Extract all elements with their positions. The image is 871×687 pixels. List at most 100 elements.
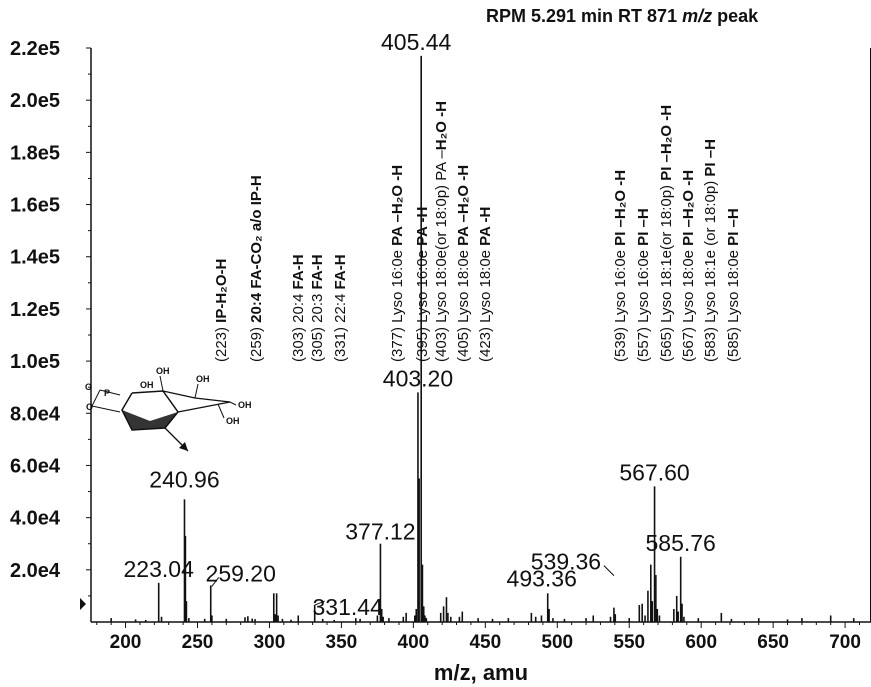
hydroxyl-bond — [159, 375, 164, 392]
peak-labels: 223.04 240.96 259.20 331.44 377.12 403.20 405.… — [124, 29, 716, 620]
y-tick-labels: 2.0e4 4.0e4 6.0e4 8.0e4 1.0e5 1.2e5 1.4e5 1.6e5… — [10, 38, 61, 582]
structure-atom-label: OH — [226, 416, 240, 426]
peak-annotation: (223) IP-H₂O-H — [213, 259, 230, 362]
structure-atom-label: OH — [156, 366, 170, 376]
x-tick-label: 650 — [757, 632, 789, 653]
annotation-species: PI –H — [635, 208, 652, 246]
peak-annotation: (565) Lyso 18:1e(or 18:0p) PI –H₂O -H — [658, 105, 675, 362]
chart-title-suffix: peak — [712, 6, 759, 26]
peak-annotation: (423) Lyso 18:0e PA -H — [477, 207, 494, 362]
ring-bond — [177, 401, 231, 413]
annotation-mass: (403) Lyso 18:0e(or 18:0p) PA – — [433, 150, 450, 362]
peak-label: 223.04 — [124, 556, 195, 582]
x-tick-label: 400 — [398, 632, 430, 653]
peak-label: 567.60 — [619, 459, 689, 485]
annotation-mass: (583) Lyso 18:1e (or 18:0p) — [702, 177, 719, 362]
peak-annotations: (223) IP-H₂O-H (259) 20:4 FA-CO₂ a/o IP-H… — [213, 101, 742, 362]
chart-title-unit: m/z — [682, 6, 713, 26]
annotation-mass: (565) Lyso 18:1e(or 18:0p) — [658, 181, 675, 362]
ring-bond — [194, 397, 231, 403]
x-tick-label: 500 — [541, 632, 573, 653]
peak-label: 585.76 — [646, 530, 716, 556]
annotation-mass: (395) Lyso 16:0e — [414, 246, 431, 362]
annotation-species: PA –H₂O -H — [389, 165, 406, 246]
y-tick-label: 2.2e5 — [10, 38, 60, 60]
annotation-species: FA-H — [309, 254, 326, 289]
annotation-mass: (567) Lyso 18:0e — [680, 246, 697, 362]
annotation-species: PA -H — [414, 207, 431, 246]
x-tick-label: 250 — [182, 632, 214, 653]
ring-bond — [162, 390, 196, 399]
annotation-mass: (305) 20:3 — [309, 289, 326, 362]
peak-annotation: (567) Lyso 18:0e PI –H₂O -H — [680, 170, 697, 362]
x-tick-label: 300 — [254, 632, 286, 653]
phosphate-bond — [91, 389, 101, 407]
x-tick-label: 550 — [613, 632, 645, 653]
annotation-species: 20:4 FA-CO₂ a/o IP-H — [248, 175, 265, 323]
y-tick-label: 6.0e4 — [10, 455, 61, 477]
x-axis-label: m/z, amu — [434, 660, 528, 685]
peak-annotation: (405) Lyso 18:0e PA –H₂O -H — [455, 165, 472, 362]
annotation-species: PA -H — [477, 207, 494, 246]
annotation-species: PI –H₂O -H — [658, 105, 675, 181]
x-tick-label: 450 — [469, 632, 501, 653]
fragment-arrow-head — [179, 442, 188, 451]
peak-annotation: (331) 22:4 FA-H — [332, 254, 349, 362]
annotation-species: PI –H₂O -H — [680, 170, 697, 246]
peak-annotation: (539) Lyso 16:0e PI –H₂O -H — [612, 170, 629, 362]
axes — [80, 47, 871, 628]
peak-annotation: (305) 20:3 FA-H — [309, 254, 326, 362]
spectrum-peaks — [110, 55, 855, 622]
annotation-mass: (405) Lyso 18:0e — [455, 246, 472, 362]
x-tick-labels: 200 250 300 350 400 450 500 550 600 650 700 — [110, 632, 861, 653]
annotation-species: IP-H₂O-H — [213, 259, 230, 323]
annotation-species: PI –H — [725, 208, 742, 246]
annotation-species: FA-H — [290, 254, 307, 289]
x-tick-label: 350 — [326, 632, 358, 653]
y-tick-label: 1.8e5 — [10, 142, 60, 164]
x-tick-label: 200 — [110, 632, 142, 653]
structure-atom-label: O — [86, 402, 93, 412]
peak-annotation: (557) Lyso 16:0e PI –H — [635, 208, 652, 362]
peak-label-leader — [314, 600, 325, 606]
peak-label: 493.36 — [507, 565, 577, 591]
ring-wedge — [122, 410, 178, 430]
y-tick-label: 1.0e5 — [10, 351, 60, 373]
annotation-species: PA –H₂O -H — [455, 165, 472, 246]
peak-label: 539.36 — [531, 549, 601, 575]
peak-label: 405.44 — [381, 29, 452, 55]
baseline-marker-icon — [80, 598, 86, 610]
hydroxyl-bond — [194, 383, 199, 399]
y-tick-label: 1.2e5 — [10, 299, 60, 321]
annotation-mass: (303) 20:4 — [290, 289, 307, 362]
y-tick-label: 1.4e5 — [10, 247, 60, 269]
y-tick-label: 2.0e5 — [10, 90, 60, 112]
peak-label: 259.20 — [206, 560, 276, 586]
peak-label: 240.96 — [149, 466, 219, 492]
annotation-mass: (259) — [248, 323, 265, 362]
y-tick-label: 8.0e4 — [10, 403, 61, 425]
structure-atom-label: OH — [140, 380, 154, 390]
annotation-mass: (539) Lyso 16:0e — [612, 246, 629, 362]
phosphate-bond — [91, 405, 121, 413]
annotation-mass: (331) 22:4 — [332, 289, 349, 362]
chart-title: RPM 5.291 min RT 871 m/z peak — [486, 6, 758, 27]
y-tick-label: 4.0e4 — [10, 508, 61, 530]
structure-atom-label: OH — [238, 400, 252, 410]
peak-annotation: (303) 20:4 FA-H — [290, 254, 307, 362]
hydroxyl-bond — [229, 401, 237, 406]
peak-label: 403.20 — [383, 365, 453, 391]
annotation-mass: (377) Lyso 16:0e — [389, 246, 406, 362]
y-tick-label: 2.0e4 — [10, 560, 61, 582]
peak-annotation: (583) Lyso 18:1e (or 18:0p) PI –H — [702, 139, 719, 362]
x-tick-label: 700 — [829, 632, 861, 653]
peak-annotation: (377) Lyso 16:0e PA –H₂O -H — [389, 165, 406, 362]
annotation-mass: (423) Lyso 18:0e — [477, 246, 494, 362]
chart-title-prefix: RPM 5.291 min RT 871 — [486, 6, 683, 26]
phosphate-bond — [99, 389, 121, 396]
annotation-mass: (223) — [213, 323, 230, 362]
peak-label-leader — [603, 565, 615, 577]
annotation-species: FA-H — [332, 254, 349, 289]
